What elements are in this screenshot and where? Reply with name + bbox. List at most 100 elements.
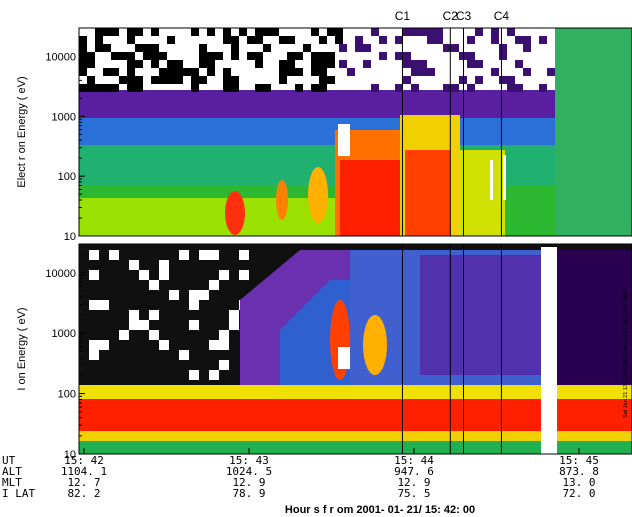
electron-y-axis-label: Elect r on Energy ( eV)	[16, 76, 28, 187]
noise-cell	[89, 340, 99, 350]
noise-cell	[247, 36, 255, 44]
noise-cell	[79, 68, 87, 76]
noise-cell	[111, 84, 119, 92]
noise-cell	[263, 84, 271, 92]
time-tick-value: 1024. 5	[226, 465, 272, 478]
noise-cell	[223, 28, 231, 36]
noise-cell	[239, 270, 249, 280]
noise-cell	[499, 44, 507, 52]
electron-y-ticks: 10 100 1000 10000	[45, 38, 85, 243]
noise-cell	[119, 76, 127, 84]
noise-cell	[403, 60, 411, 68]
noise-cell	[87, 60, 95, 68]
noise-cell	[403, 52, 411, 60]
noise-cell	[109, 250, 119, 260]
noise-cell	[159, 270, 169, 280]
noise-cell	[175, 76, 183, 84]
noise-cell	[223, 76, 231, 84]
y-tick-label: 100	[58, 389, 76, 401]
noise-cell	[451, 44, 459, 52]
noise-cell	[189, 320, 199, 330]
noise-cell	[139, 320, 149, 330]
noise-cell	[475, 60, 483, 68]
y-tick-label: 10000	[45, 268, 76, 280]
noise-cell	[419, 28, 427, 36]
event-markers: C1C2C3C4C5	[395, 9, 509, 454]
noise-cell	[319, 60, 327, 68]
noise-cell	[231, 36, 239, 44]
noise-cell	[287, 60, 295, 68]
noise-cell	[491, 36, 499, 44]
noise-cell	[143, 44, 151, 52]
noise-cell	[219, 360, 229, 370]
noise-cell	[89, 250, 99, 260]
noise-cell	[189, 300, 199, 310]
time-tick-value: 12. 9	[232, 476, 265, 489]
noise-cell	[151, 44, 159, 52]
noise-cell	[79, 84, 87, 92]
noise-cell	[103, 28, 111, 36]
noise-cell	[255, 52, 263, 60]
noise-cell	[231, 52, 239, 60]
noise-cell	[395, 84, 403, 92]
time-tick-value: 12. 7	[67, 476, 100, 489]
noise-cell	[403, 28, 411, 36]
noise-cell	[183, 68, 191, 76]
noise-cell	[99, 300, 109, 310]
noise-cell	[231, 84, 239, 92]
noise-cell	[199, 76, 207, 84]
noise-cell	[547, 68, 555, 76]
noise-cell	[209, 370, 219, 380]
time-tick-value: 75. 5	[397, 487, 430, 500]
noise-cell	[199, 44, 207, 52]
noise-cell	[159, 52, 167, 60]
noise-cell	[111, 28, 119, 36]
noise-cell	[419, 68, 427, 76]
event-label: C1	[395, 9, 411, 23]
noise-cell	[127, 28, 135, 36]
y-tick-label: 100	[58, 171, 76, 183]
noise-cell	[151, 60, 159, 68]
noise-cell	[327, 28, 335, 36]
ion-panel-frame	[78, 243, 632, 455]
noise-cell	[191, 28, 199, 36]
noise-cell	[179, 250, 189, 260]
noise-cell	[263, 44, 271, 52]
noise-cell	[371, 28, 379, 36]
y-tick-label: 10	[64, 231, 76, 243]
noise-cell	[89, 270, 99, 280]
noise-cell	[89, 350, 99, 360]
time-tick-value: 82. 2	[67, 487, 100, 500]
noise-cell	[229, 320, 239, 330]
noise-cell	[339, 44, 347, 52]
noise-cell	[295, 52, 303, 60]
time-tick-value: 15: 44	[394, 454, 434, 467]
noise-cell	[127, 68, 135, 76]
noise-cell	[467, 60, 475, 68]
time-tick-value: 15: 43	[229, 454, 269, 467]
noise-cell	[231, 76, 239, 84]
noise-cell	[239, 28, 247, 36]
noise-cell	[159, 68, 167, 76]
noise-cell	[189, 370, 199, 380]
noise-cell	[427, 68, 435, 76]
ion-y-ticks: 10 100 1000 10000	[45, 254, 85, 461]
noise-cell	[95, 36, 103, 44]
noise-cell	[319, 76, 327, 84]
noise-cell	[135, 44, 143, 52]
noise-cell	[129, 310, 139, 320]
noise-cell	[135, 84, 143, 92]
noise-cell	[507, 76, 515, 84]
noise-cell	[167, 76, 175, 84]
noise-cell	[491, 68, 499, 76]
noise-cell	[95, 44, 103, 52]
noise-cell	[363, 44, 371, 52]
noise-cell	[231, 44, 239, 52]
noise-cell	[127, 52, 135, 60]
noise-cell	[411, 68, 419, 76]
event-label: C3	[456, 9, 472, 23]
noise-cell	[287, 52, 295, 60]
noise-cell	[199, 290, 209, 300]
noise-cell	[419, 60, 427, 68]
